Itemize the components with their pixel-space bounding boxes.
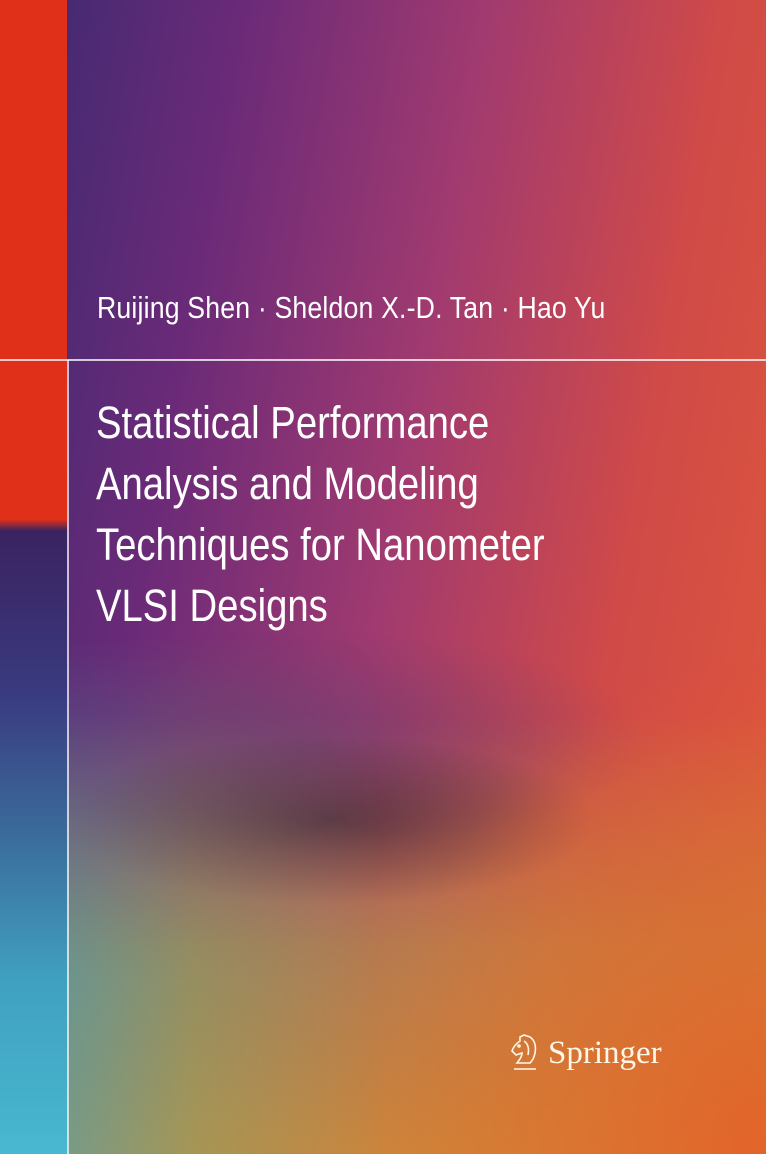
publisher-logo: Springer [510, 1033, 662, 1073]
springer-horse-icon [511, 1034, 537, 1070]
book-title: Statistical Performance Analysis and Mod… [96, 392, 545, 636]
horizontal-rule [0, 359, 766, 361]
title-line: VLSI Designs [96, 580, 328, 631]
title-line: Techniques for Nanometer [96, 519, 545, 570]
title-line: Analysis and Modeling [96, 458, 479, 509]
publisher-name: Springer [548, 1034, 662, 1071]
side-color-strip [0, 0, 67, 1154]
title-line: Statistical Performance [96, 397, 490, 448]
authors: Ruijing Shen · Sheldon X.-D. Tan · Hao Y… [97, 290, 606, 325]
cover-background-glow [366, 654, 766, 1154]
vertical-rule [67, 360, 69, 1154]
